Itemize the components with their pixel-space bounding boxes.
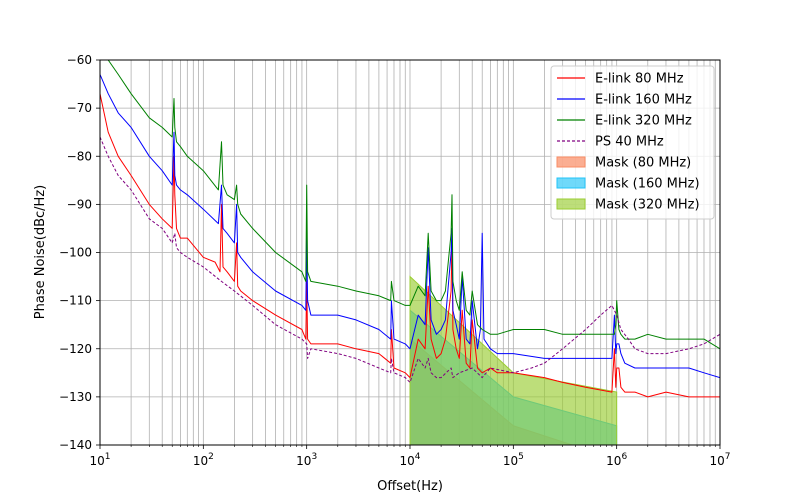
y-tick-label: −130 (59, 390, 92, 404)
legend-swatch (556, 156, 586, 168)
legend: E-link 80 MHz E-link 160 MHz E-link 320 MH… (550, 65, 715, 220)
x-tick-label: 104 (399, 452, 420, 468)
x-tick-label: 106 (606, 452, 627, 468)
y-tick-label: −80 (67, 149, 92, 163)
y-tick-label: −70 (67, 101, 92, 115)
legend-label: Mask (160 MHz) (595, 177, 700, 192)
x-tick-label: 102 (193, 452, 214, 468)
y-tick-label: −90 (67, 197, 92, 211)
legend-label: E-link 320 MHz (595, 114, 692, 129)
series-line-e-link-160-mhz (100, 74, 720, 379)
legend-swatch (556, 177, 586, 189)
legend-label: E-link 160 MHz (595, 93, 692, 108)
series-line-e-link-320-mhz (107, 60, 720, 350)
legend-label: PS 40 MHz (595, 135, 664, 150)
legend-swatch (556, 198, 586, 210)
x-tick-label: 101 (89, 452, 110, 468)
legend-label: Mask (80 MHz) (595, 156, 691, 171)
x-tick-label: 103 (296, 452, 317, 468)
series-line-ps-40-mhz (100, 136, 720, 383)
legend-label: E-link 80 MHz (595, 72, 684, 87)
x-tick-label: 105 (503, 452, 524, 468)
y-axis-label: Phase Noise(dBc/Hz) (33, 185, 48, 319)
y-tick-label: −60 (67, 53, 92, 67)
series-line-e-link-80-mhz (100, 93, 720, 398)
x-axis-label: Offset(Hz) (377, 479, 443, 494)
legend-box (550, 65, 715, 220)
y-tick-label: −110 (59, 294, 92, 308)
x-tick-label: 107 (709, 452, 730, 468)
series-lines (100, 60, 720, 398)
y-tick-label: −140 (59, 438, 92, 452)
axis-ticks: 101 102 103 104 105 106 107 −60 −70 −80 −90 −100 −11… (59, 53, 730, 468)
y-tick-label: −120 (59, 342, 92, 356)
y-tick-label: −100 (59, 246, 92, 260)
legend-label: Mask (320 MHz) (595, 198, 700, 213)
